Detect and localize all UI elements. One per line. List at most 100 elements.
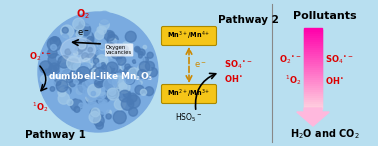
Circle shape xyxy=(81,58,94,72)
Circle shape xyxy=(125,64,130,69)
Circle shape xyxy=(125,75,135,84)
Circle shape xyxy=(117,51,121,56)
Text: Mn$^{2+}$/Mn$^{3+}$: Mn$^{2+}$/Mn$^{3+}$ xyxy=(167,88,211,100)
Circle shape xyxy=(98,43,110,55)
Circle shape xyxy=(79,64,83,67)
Circle shape xyxy=(114,99,125,110)
Circle shape xyxy=(93,87,106,100)
Circle shape xyxy=(75,47,83,54)
Circle shape xyxy=(44,69,51,75)
Bar xyxy=(304,36,322,39)
Circle shape xyxy=(79,103,84,108)
Circle shape xyxy=(97,98,102,104)
Circle shape xyxy=(94,79,103,88)
Circle shape xyxy=(92,68,98,75)
Circle shape xyxy=(84,56,93,64)
Circle shape xyxy=(108,59,121,72)
Circle shape xyxy=(74,107,80,112)
Circle shape xyxy=(95,67,99,71)
Circle shape xyxy=(124,74,134,84)
Text: e$^-$: e$^-$ xyxy=(194,60,207,70)
Circle shape xyxy=(76,41,87,51)
Circle shape xyxy=(105,95,109,99)
Circle shape xyxy=(86,64,96,74)
Circle shape xyxy=(108,74,118,84)
Circle shape xyxy=(82,79,94,91)
Circle shape xyxy=(67,85,71,89)
Circle shape xyxy=(104,44,111,50)
Bar xyxy=(304,80,322,82)
Circle shape xyxy=(128,66,137,74)
Circle shape xyxy=(80,57,91,68)
Circle shape xyxy=(87,102,99,114)
Circle shape xyxy=(81,117,86,122)
Circle shape xyxy=(74,51,78,55)
Circle shape xyxy=(96,82,107,93)
Circle shape xyxy=(141,70,144,74)
Circle shape xyxy=(89,111,101,123)
Circle shape xyxy=(59,57,72,69)
Circle shape xyxy=(38,12,158,132)
Bar xyxy=(304,40,322,42)
Circle shape xyxy=(103,62,111,70)
Circle shape xyxy=(100,44,105,50)
Circle shape xyxy=(79,57,86,64)
Circle shape xyxy=(114,53,122,60)
Circle shape xyxy=(60,63,71,74)
Circle shape xyxy=(99,62,105,69)
Circle shape xyxy=(92,71,98,78)
Circle shape xyxy=(106,83,119,96)
Circle shape xyxy=(124,67,136,79)
Circle shape xyxy=(93,64,103,74)
Circle shape xyxy=(95,73,101,79)
Text: Pollutants: Pollutants xyxy=(293,11,357,21)
Circle shape xyxy=(95,50,105,59)
Circle shape xyxy=(112,57,122,67)
Bar xyxy=(304,92,322,94)
Circle shape xyxy=(83,47,88,52)
Circle shape xyxy=(139,61,150,72)
Circle shape xyxy=(95,66,104,75)
Circle shape xyxy=(119,90,130,102)
Circle shape xyxy=(81,87,86,92)
Circle shape xyxy=(99,55,110,67)
Circle shape xyxy=(48,48,57,58)
Ellipse shape xyxy=(60,38,96,62)
Circle shape xyxy=(104,74,107,77)
Circle shape xyxy=(109,66,115,72)
Circle shape xyxy=(93,60,97,64)
Circle shape xyxy=(115,82,118,85)
Circle shape xyxy=(94,69,105,80)
Circle shape xyxy=(59,107,72,120)
Circle shape xyxy=(40,75,48,83)
Bar xyxy=(304,60,322,62)
Circle shape xyxy=(109,38,116,46)
Circle shape xyxy=(83,90,94,101)
Circle shape xyxy=(125,31,136,42)
Bar xyxy=(304,74,322,77)
Circle shape xyxy=(101,63,104,66)
Text: SO$_4$$^{\bullet-}$: SO$_4$$^{\bullet-}$ xyxy=(325,54,353,66)
Circle shape xyxy=(87,64,94,71)
Circle shape xyxy=(110,71,116,77)
Circle shape xyxy=(87,36,94,43)
Circle shape xyxy=(76,108,82,114)
Circle shape xyxy=(77,62,88,73)
Circle shape xyxy=(109,88,116,95)
Circle shape xyxy=(94,64,97,67)
Bar xyxy=(304,30,322,33)
Circle shape xyxy=(67,59,80,72)
Circle shape xyxy=(64,87,71,94)
Circle shape xyxy=(48,54,61,66)
Circle shape xyxy=(137,63,151,77)
Circle shape xyxy=(138,69,146,78)
Circle shape xyxy=(98,65,110,78)
Circle shape xyxy=(128,68,139,79)
Circle shape xyxy=(76,87,83,94)
Circle shape xyxy=(91,69,101,79)
Circle shape xyxy=(47,37,61,51)
Circle shape xyxy=(99,48,108,58)
Circle shape xyxy=(96,55,108,67)
Bar xyxy=(304,46,322,48)
Circle shape xyxy=(106,75,117,86)
